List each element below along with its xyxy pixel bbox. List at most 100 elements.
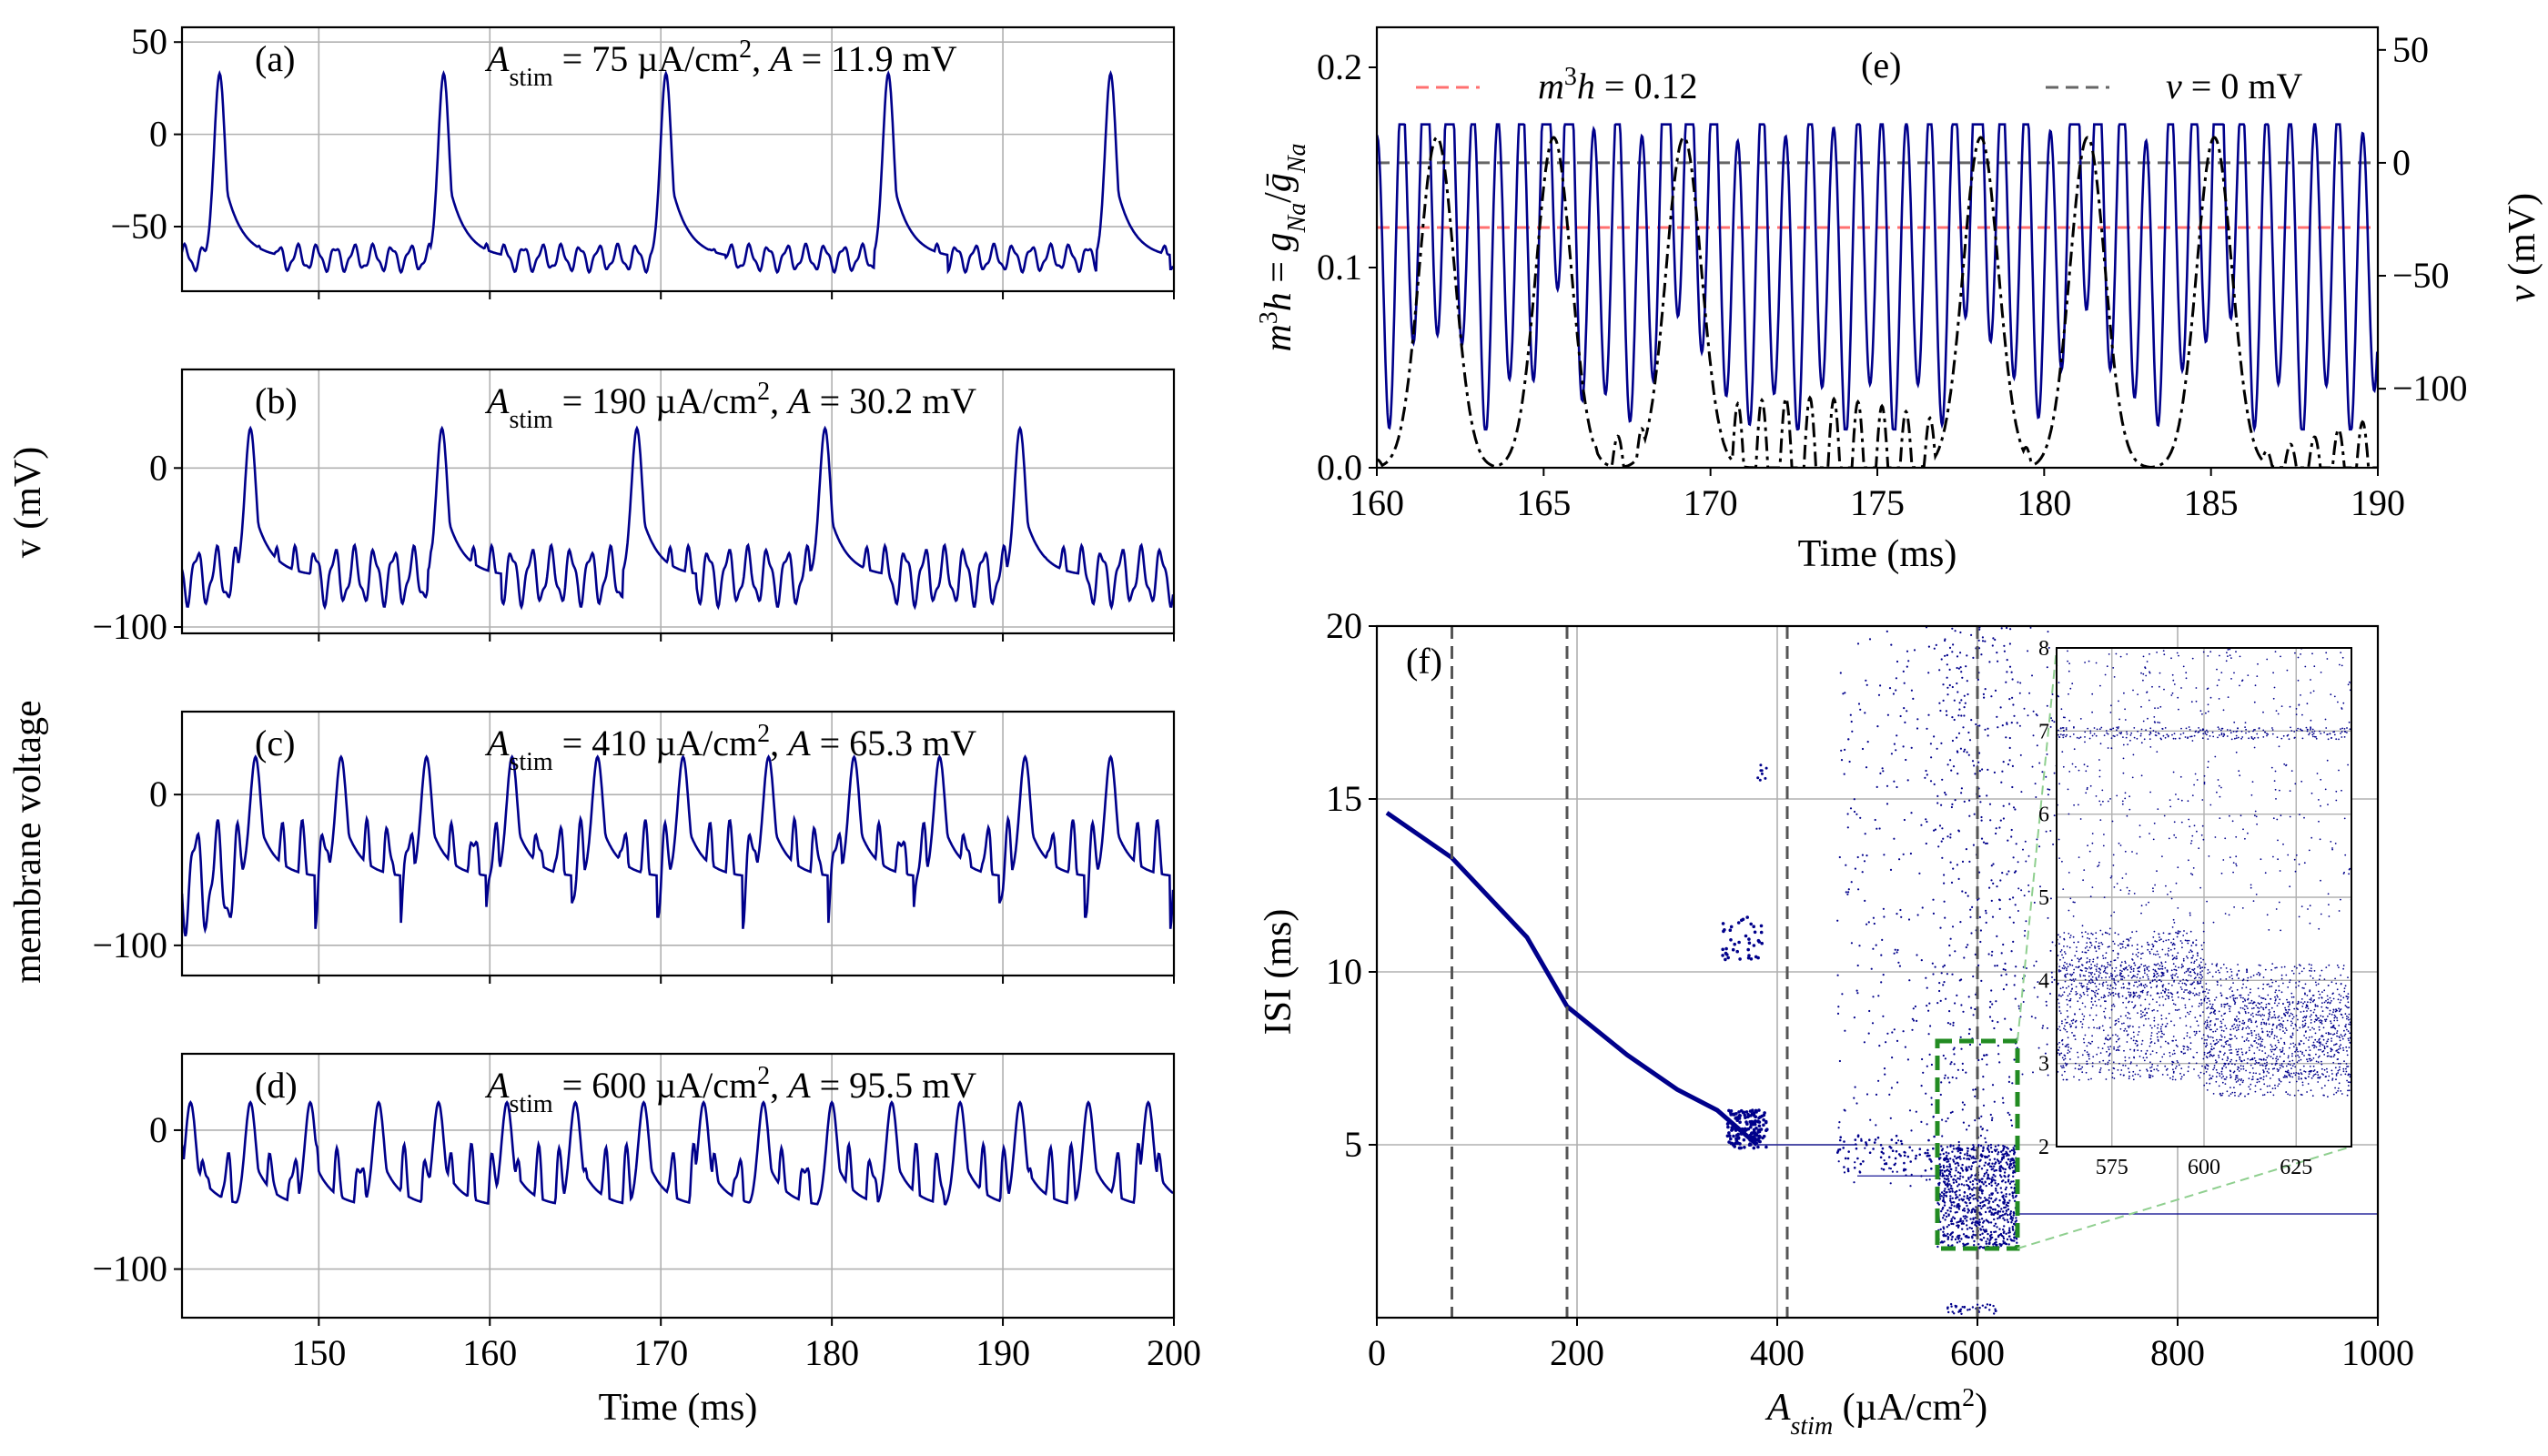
isi-point	[1910, 746, 1913, 749]
inset-point	[2311, 733, 2314, 736]
isi-point	[1955, 1148, 1957, 1150]
inset-point	[2239, 994, 2241, 996]
inset-point	[2258, 971, 2260, 974]
inset-point	[2206, 1057, 2209, 1059]
inset-point	[2274, 999, 2277, 1002]
inset-point	[2237, 736, 2240, 739]
inset-point	[2118, 1049, 2120, 1052]
isi-point	[1925, 769, 1927, 773]
isi-point	[2004, 1176, 2007, 1178]
isi-point	[1908, 1146, 1911, 1149]
inset-point	[2128, 965, 2130, 966]
isi-point	[1952, 765, 1956, 768]
inset-point	[2250, 1044, 2252, 1046]
isi-point	[1992, 1213, 1996, 1216]
inset-point	[2286, 734, 2289, 737]
inset-point	[2078, 737, 2080, 740]
isi-point	[2013, 1239, 2016, 1242]
inset-point	[2204, 990, 2206, 993]
isi-point	[1958, 1220, 1961, 1223]
isi-point	[1921, 906, 1924, 909]
isi-point	[1875, 1093, 1878, 1096]
isi-point	[1953, 1053, 1956, 1056]
inset-point	[2214, 1023, 2217, 1026]
isi-point	[1978, 724, 1981, 727]
inset-point	[2263, 1094, 2266, 1096]
isi-point	[1738, 1142, 1742, 1146]
inset-point	[2147, 944, 2149, 945]
inset-point	[2231, 1025, 2234, 1027]
isi-point	[1992, 863, 1995, 865]
inset-point	[2143, 969, 2146, 972]
isi-point	[1735, 949, 1739, 954]
inset-point	[2343, 1035, 2346, 1036]
inset-point	[2280, 991, 2283, 994]
inset-point	[2128, 996, 2131, 998]
isi-point	[1943, 900, 1946, 903]
isi-point	[2011, 678, 2014, 681]
isi-point	[2008, 746, 2011, 750]
x-tick-label: 600	[1950, 1332, 2005, 1373]
inset-point	[2063, 938, 2066, 941]
isi-point	[1746, 956, 1751, 960]
isi-point	[1994, 1182, 1997, 1185]
inset-point	[2270, 1091, 2272, 1094]
inset-point	[2270, 1044, 2272, 1046]
inset-point	[2213, 1067, 2216, 1069]
inset-point	[2139, 1010, 2142, 1012]
inset-point	[2348, 1046, 2351, 1048]
isi-point	[1950, 1305, 1953, 1308]
inset-point	[2107, 1063, 2109, 1066]
isi-point	[1949, 1210, 1952, 1213]
isi-point	[1958, 702, 1961, 704]
inset-point	[2318, 1048, 2320, 1051]
isi-point	[1742, 1138, 1746, 1142]
inset-point	[2226, 735, 2229, 737]
inset-point	[2309, 989, 2311, 991]
isi-point	[1946, 1077, 1949, 1079]
inset-point	[2288, 1015, 2290, 1017]
isi-point	[1728, 928, 1733, 932]
isi-point	[1967, 1236, 1969, 1239]
inset-point	[2172, 1061, 2175, 1064]
inset-point	[2311, 1026, 2314, 1029]
text-part: Na	[1283, 143, 1311, 174]
inset-point	[2059, 950, 2062, 953]
inset-point	[2112, 949, 2115, 952]
isi-point	[1741, 1110, 1745, 1115]
isi-point	[2000, 781, 2003, 784]
inset-point	[2193, 734, 2196, 737]
isi-point	[1749, 1125, 1753, 1129]
inset-point	[2063, 1067, 2065, 1068]
inset-point	[2119, 1015, 2122, 1017]
inset-point	[2310, 1059, 2313, 1061]
isi-point	[1987, 1197, 1991, 1199]
inset-point	[2241, 1081, 2244, 1084]
inset-point	[2065, 986, 2068, 989]
isi-point	[1955, 1169, 1957, 1172]
inset-point	[2218, 1085, 2220, 1087]
y-tick-label: −100	[92, 1249, 167, 1289]
inset-point	[2175, 973, 2178, 975]
inset-point	[2245, 1027, 2248, 1029]
isi-point	[1991, 1162, 1994, 1165]
isi-point	[1970, 1211, 1973, 1214]
text-part: = 11.9 mV	[793, 38, 957, 79]
isi-point	[1994, 1149, 1997, 1153]
inset-point	[2319, 993, 2321, 996]
inset-point	[2155, 954, 2157, 956]
inset-point	[2066, 1010, 2068, 1012]
isi-point	[2053, 978, 2056, 981]
inset-point	[2295, 982, 2297, 984]
inset-point	[2272, 1016, 2274, 1018]
isi-point	[1968, 1154, 1971, 1158]
inset-point	[2098, 976, 2100, 978]
isi-point	[2005, 1161, 2008, 1164]
inset-point	[2113, 1077, 2116, 1079]
inset-point	[2341, 1036, 2343, 1037]
isi-point	[1893, 837, 1896, 840]
inset-point	[2298, 1077, 2300, 1080]
inset-point	[2192, 941, 2194, 944]
inset-point	[2340, 1013, 2342, 1016]
isi-point	[1882, 1152, 1885, 1155]
